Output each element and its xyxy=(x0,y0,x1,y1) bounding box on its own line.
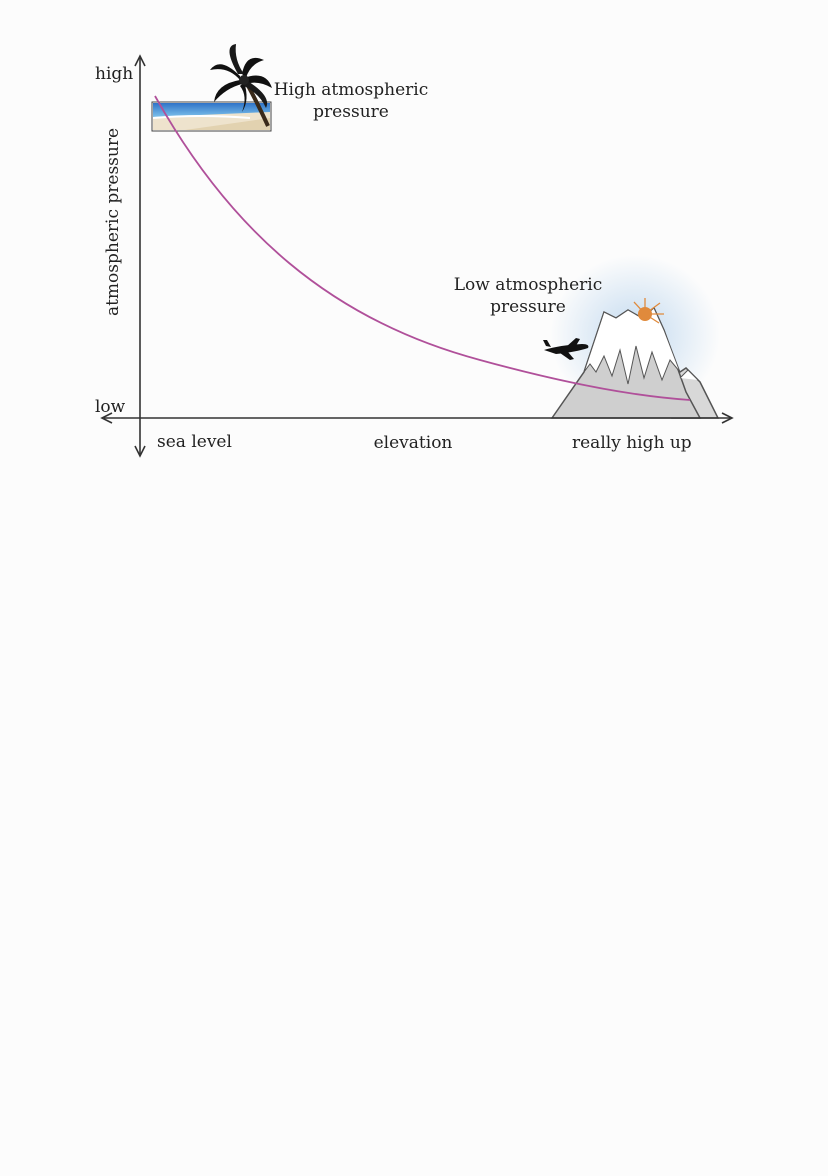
high-pressure-annotation-line1: High atmospheric xyxy=(274,80,429,100)
x-left-label: sea level xyxy=(157,432,232,452)
y-axis xyxy=(134,54,146,458)
y-axis-label: atmospheric pressure xyxy=(103,128,123,316)
x-axis xyxy=(100,412,734,424)
mountain-icon xyxy=(550,306,720,419)
pressure-curve xyxy=(154,95,691,401)
sun-icon xyxy=(633,298,664,324)
x-center-label: elevation xyxy=(374,433,453,453)
high-pressure-annotation-line2: pressure xyxy=(313,102,389,122)
y-high-label: high xyxy=(95,64,133,84)
beach-illustration xyxy=(151,101,272,132)
x-right-label: really high up xyxy=(572,433,692,453)
palm-tree-icon xyxy=(210,44,272,127)
y-low-label: low xyxy=(95,397,126,417)
low-pressure-annotation-line1: Low atmospheric xyxy=(454,275,603,295)
airplane-icon xyxy=(543,338,589,360)
low-pressure-annotation-line2: pressure xyxy=(490,297,566,317)
